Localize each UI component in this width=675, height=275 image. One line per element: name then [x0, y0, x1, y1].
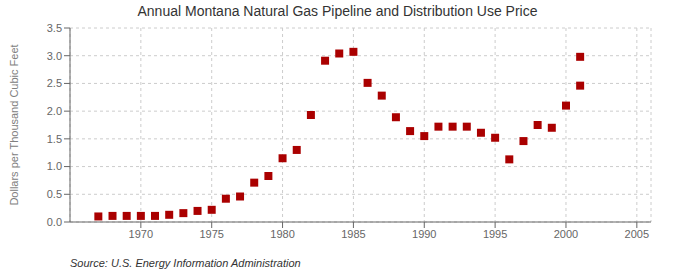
svg-text:1990: 1990	[412, 228, 436, 240]
html-text:Source: U.S. Energy Informatio: Source: U.S. Energy Information Administ…	[70, 257, 301, 269]
svg-text:1985: 1985	[341, 228, 365, 240]
svg-text:0.5: 0.5	[47, 188, 62, 200]
svg-text:2000: 2000	[554, 228, 578, 240]
svg-text:0.0: 0.0	[47, 216, 62, 228]
svg-text:2.0: 2.0	[47, 105, 62, 117]
svg-text:1980: 1980	[270, 228, 294, 240]
svg-text:2005: 2005	[625, 228, 649, 240]
svg-text:1970: 1970	[129, 228, 153, 240]
svg-text:2.5: 2.5	[47, 77, 62, 89]
svg-text:1.0: 1.0	[47, 160, 62, 172]
svg-text:1.5: 1.5	[47, 133, 62, 145]
svg-text:3.0: 3.0	[47, 50, 62, 62]
svg-text:1995: 1995	[483, 228, 507, 240]
svg-text:Dollars per Thousand Cubic Fee: Dollars per Thousand Cubic Feet	[8, 44, 20, 205]
svg-text:3.5: 3.5	[47, 22, 62, 34]
svg-text:1975: 1975	[199, 228, 223, 240]
html-text:Annual Montana Natural Gas Pip: Annual Montana Natural Gas Pipeline and …	[137, 3, 538, 19]
